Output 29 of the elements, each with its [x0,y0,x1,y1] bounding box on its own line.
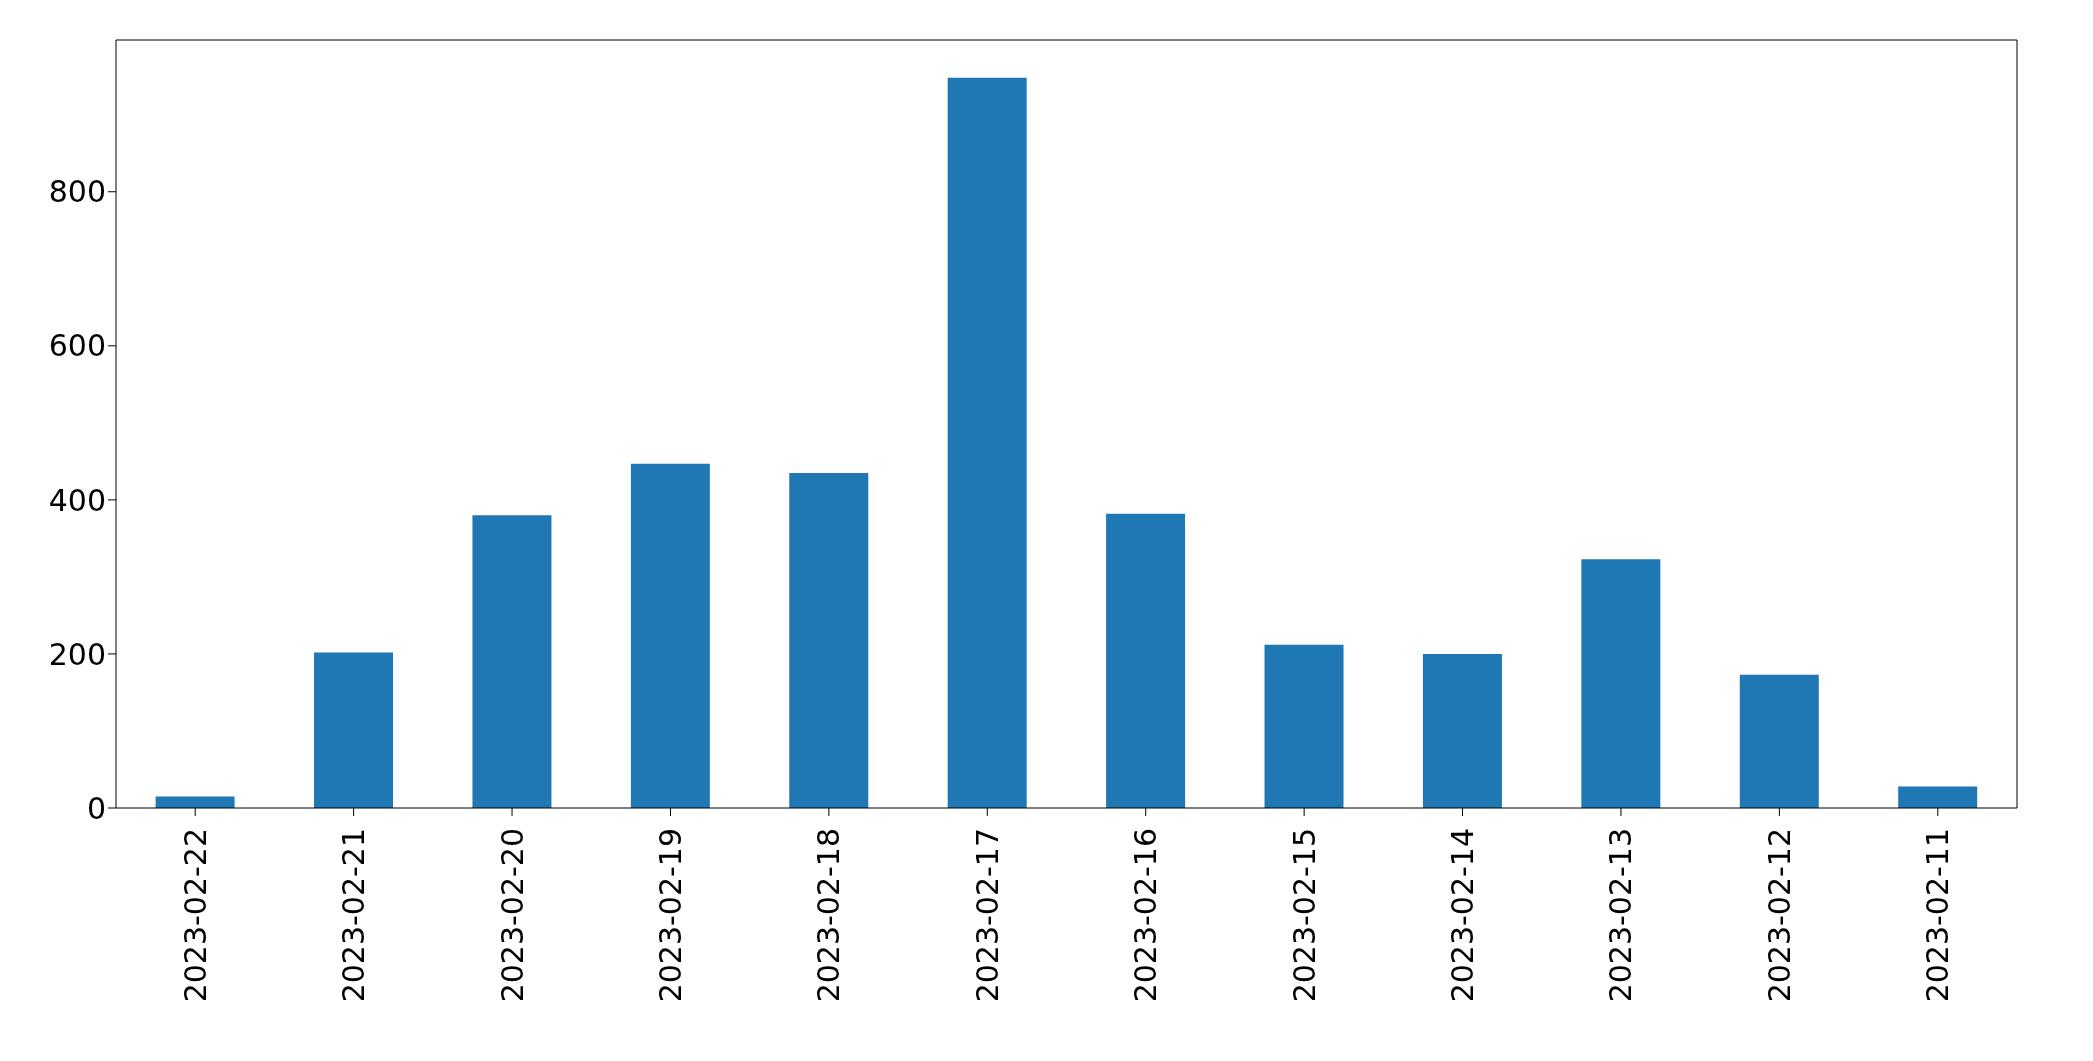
x-tick-label: 2023-02-17 [969,828,1005,1003]
y-tick-label: 400 [48,482,106,518]
x-tick-label: 2023-02-21 [336,828,372,1003]
bar [1739,674,1819,808]
bar [1898,786,1978,808]
y-tick-label: 0 [86,790,106,826]
bar [1581,559,1661,808]
x-tick-label: 2023-02-14 [1445,828,1481,1003]
y-tick-label: 600 [48,328,106,364]
y-tick-label: 200 [48,636,106,672]
bar [1422,653,1502,808]
x-tick-label: 2023-02-16 [1128,828,1164,1003]
bar [630,463,710,808]
x-tick-label: 2023-02-13 [1603,828,1639,1003]
bar [1264,644,1344,808]
bar [314,652,394,808]
x-tick-label: 2023-02-19 [652,828,688,1003]
x-tick-label: 2023-02-12 [1761,828,1797,1003]
y-tick-label: 800 [48,174,106,210]
x-tick-label: 2023-02-15 [1286,828,1322,1003]
bar [155,796,235,808]
x-tick-label: 2023-02-18 [811,828,847,1003]
x-tick-label: 2023-02-22 [177,828,213,1003]
bar [1106,513,1186,808]
x-tick-label: 2023-02-20 [494,828,530,1003]
bar [789,472,869,808]
bar [472,515,552,808]
bar [947,77,1027,808]
x-tick-label: 2023-02-11 [1920,828,1956,1003]
